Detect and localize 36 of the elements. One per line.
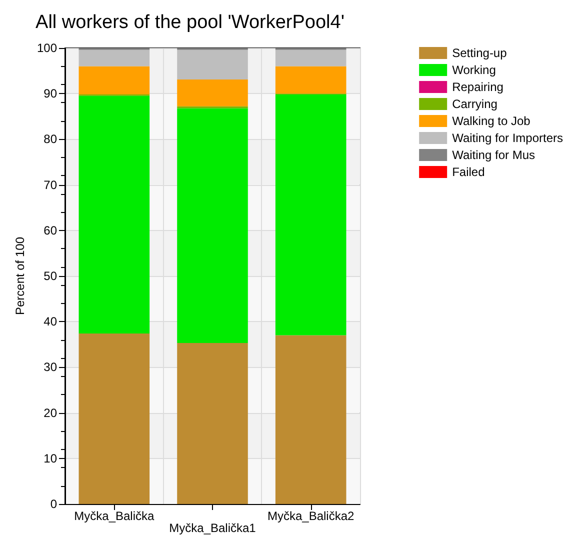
y-tick-label: 90 [44,86,58,101]
legend-label: Repairing [452,80,504,94]
x-tick-label: Myčka_Balička [74,509,155,523]
bar [78,96,150,334]
y-tick-label: 70 [44,178,58,192]
bar [78,333,150,504]
y-tick-label: 0 [50,497,58,511]
y-tick-label: 50 [44,269,58,283]
bar [177,50,248,80]
y-tick-label: 30 [44,360,58,374]
bar [275,50,346,66]
legend-label: Carrying [452,97,498,111]
bar [177,343,248,504]
y-tick-label: 40 [44,314,58,329]
legend-label: Waiting for Importers [452,131,564,145]
bar [78,66,150,95]
y-tick-label: 80 [44,132,58,146]
x-tick-label: Myčka_Balička2 [267,509,355,523]
legend-label: Setting-up [452,46,508,60]
x-tick-label: Myčka_Balička1 [169,521,256,535]
bar [275,94,346,336]
legend-label: Walking to Job [452,114,531,128]
legend-label: Failed [452,165,485,179]
y-tick-label: 60 [44,223,58,238]
y-axis-title: Percent of 100 [13,236,28,316]
bar [78,50,150,66]
legend-label: Waiting for Mus [452,148,536,162]
bar [177,79,248,106]
chart-title: All workers of the pool 'WorkerPool4' [36,12,344,33]
bar [177,108,248,344]
bar [275,335,346,504]
y-tick-label: 10 [44,451,58,466]
y-tick-label: 20 [44,406,58,420]
bar [275,66,346,94]
legend-label: Working [452,63,496,77]
y-tick-label: 100 [36,41,58,55]
